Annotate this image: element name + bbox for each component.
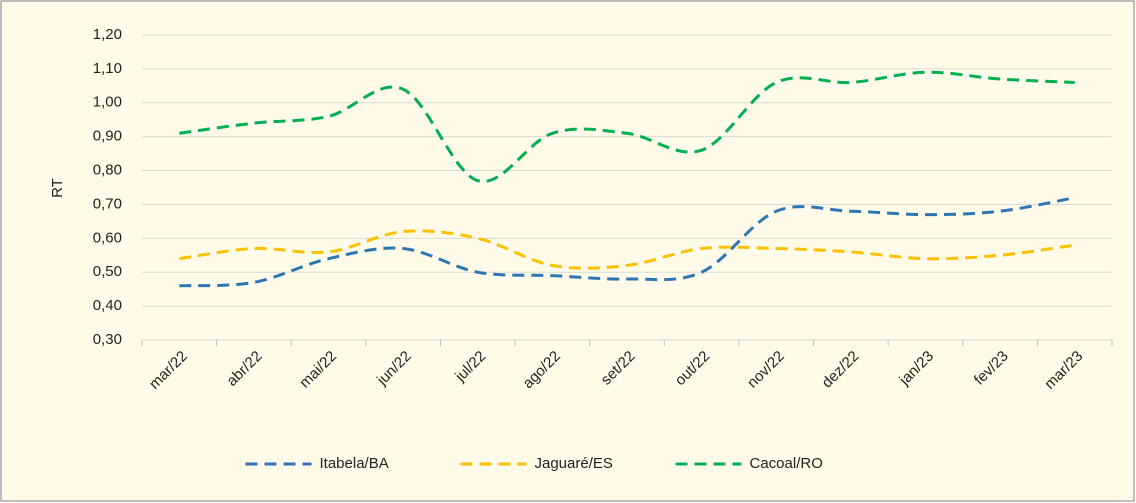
legend-label: Itabela/BA: [320, 455, 389, 472]
y-axis-label: RT: [49, 178, 66, 198]
y-tick-label: 0,40: [93, 297, 122, 314]
y-tick-label: 1,00: [93, 94, 122, 111]
series-line: [179, 70, 1075, 183]
y-tick-label: 0,80: [93, 162, 122, 179]
series-line: [179, 196, 1075, 288]
legend-label: Jaguaré/ES: [535, 455, 613, 472]
y-tick-label: 0,70: [93, 195, 122, 212]
series-line: [179, 229, 1075, 270]
y-tick-label: 1,10: [93, 60, 122, 77]
y-tick-label: 0,30: [93, 331, 122, 348]
y-tick-label: 1,20: [93, 26, 122, 43]
y-tick-label: 0,50: [93, 263, 122, 280]
y-tick-label: 0,60: [93, 229, 122, 246]
legend-label: Cacoal/RO: [750, 455, 823, 472]
y-tick-label: 0,90: [93, 128, 122, 145]
